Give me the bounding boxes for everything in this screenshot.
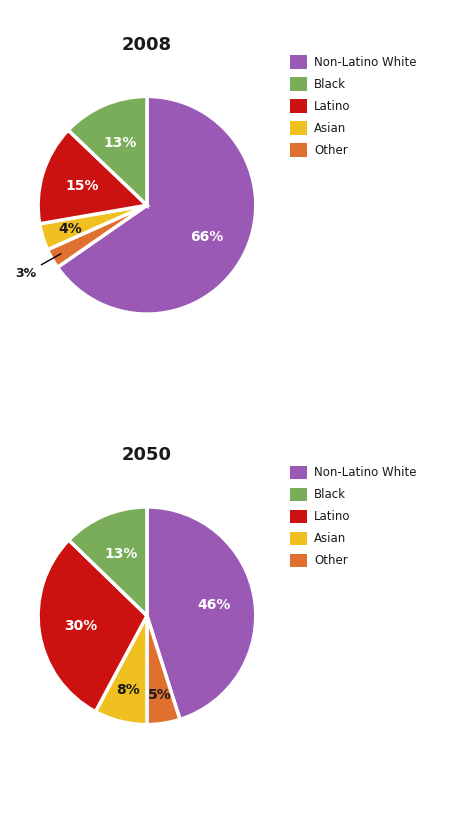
Wedge shape: [40, 205, 147, 250]
Legend: Non-Latino White, Black, Latino, Asian, Other: Non-Latino White, Black, Latino, Asian, …: [290, 55, 417, 157]
Legend: Non-Latino White, Black, Latino, Asian, Other: Non-Latino White, Black, Latino, Asian, …: [290, 466, 417, 567]
Wedge shape: [147, 616, 180, 725]
Wedge shape: [38, 540, 147, 712]
Wedge shape: [57, 96, 256, 314]
Text: 13%: 13%: [104, 547, 137, 561]
Title: 2008: 2008: [122, 36, 172, 54]
Text: 4%: 4%: [58, 222, 82, 236]
Text: 15%: 15%: [65, 179, 99, 193]
Wedge shape: [95, 616, 147, 725]
Text: 3%: 3%: [15, 254, 61, 280]
Text: 30%: 30%: [64, 619, 97, 633]
Text: 66%: 66%: [190, 230, 223, 244]
Text: 8%: 8%: [117, 682, 140, 697]
Wedge shape: [68, 96, 147, 205]
Wedge shape: [69, 507, 147, 616]
Wedge shape: [38, 130, 147, 224]
Title: 2050: 2050: [122, 447, 172, 465]
Text: 46%: 46%: [197, 599, 230, 612]
Text: 5%: 5%: [147, 688, 171, 702]
Wedge shape: [147, 507, 256, 719]
Text: 13%: 13%: [104, 136, 137, 150]
Wedge shape: [47, 205, 147, 268]
